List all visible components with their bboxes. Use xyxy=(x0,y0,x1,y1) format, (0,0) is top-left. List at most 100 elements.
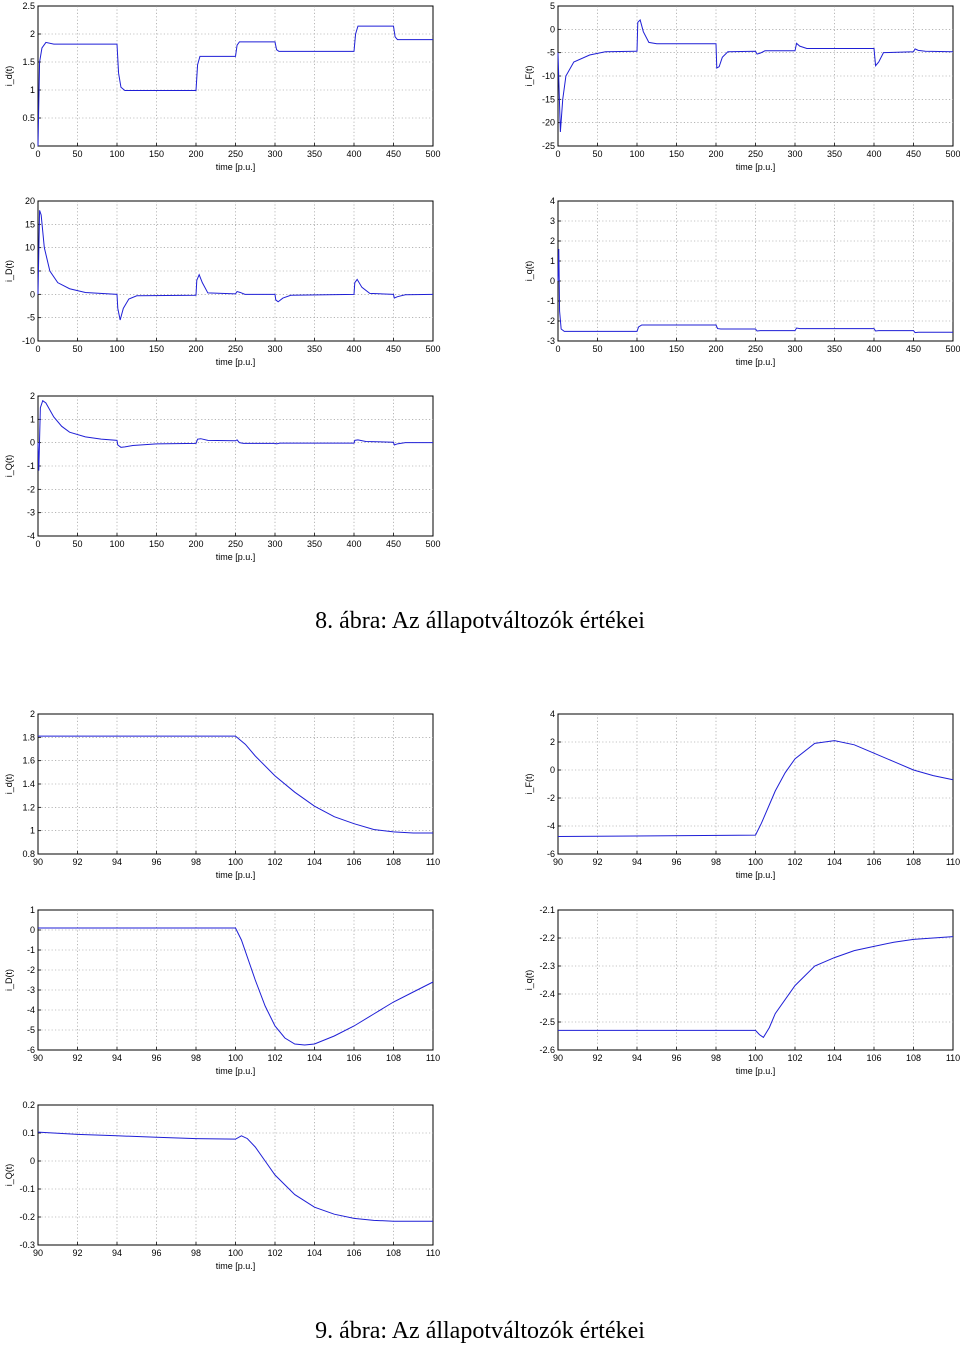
x-tick-label: 106 xyxy=(866,857,881,867)
x-tick-label: 500 xyxy=(425,344,440,354)
x-tick-label: 400 xyxy=(866,149,881,159)
y-tick-label: 1.5 xyxy=(22,57,35,67)
x-tick-label: 250 xyxy=(748,149,763,159)
chart-panel-6: 90 92 94 96 98 100 102 104 106 108 110 0.8 1 1.2 1.4 1.… xyxy=(0,708,440,888)
y-tick-label: -4 xyxy=(27,1005,35,1015)
x-tick-label: 200 xyxy=(708,149,723,159)
x-tick-label: 100 xyxy=(748,857,763,867)
x-tick-label: 100 xyxy=(109,539,124,549)
x-tick-label: 50 xyxy=(592,149,602,159)
y-tick-label: 5 xyxy=(30,266,35,276)
x-tick-label: 104 xyxy=(827,857,842,867)
x-axis-label: time [p.u.] xyxy=(216,1066,256,1076)
x-tick-label: 100 xyxy=(109,149,124,159)
x-tick-label: 102 xyxy=(787,857,802,867)
x-axis-label: time [p.u.] xyxy=(216,1261,256,1271)
x-tick-label: 106 xyxy=(346,1053,361,1063)
y-tick-label: 2 xyxy=(30,391,35,401)
y-tick-label: 0 xyxy=(30,289,35,299)
x-tick-label: 200 xyxy=(188,149,203,159)
y-axis-label: i_F(t) xyxy=(524,66,534,87)
y-tick-label: 0 xyxy=(30,1156,35,1166)
x-tick-label: 50 xyxy=(72,539,82,549)
x-axis-label: time [p.u.] xyxy=(216,162,256,172)
chart-panel-10: 90 92 94 96 98 100 102 104 106 108 110 -0.3 -0.2 -0.1… xyxy=(0,1099,440,1279)
y-tick-label: -10 xyxy=(542,71,555,81)
x-tick-label: 102 xyxy=(267,1053,282,1063)
x-tick-label: 108 xyxy=(386,1248,401,1258)
y-tick-label: 1.2 xyxy=(22,802,35,812)
y-tick-label: -4 xyxy=(547,821,555,831)
x-tick-label: 50 xyxy=(72,344,82,354)
y-tick-label: 0 xyxy=(30,438,35,448)
x-tick-label: 100 xyxy=(629,149,644,159)
y-tick-label: 5 xyxy=(550,1,555,11)
x-tick-label: 400 xyxy=(866,344,881,354)
x-tick-label: 0 xyxy=(35,344,40,354)
y-tick-label: 0 xyxy=(30,925,35,935)
x-tick-label: 110 xyxy=(946,1053,960,1063)
y-tick-label: -25 xyxy=(542,141,555,151)
x-tick-label: 300 xyxy=(267,149,282,159)
x-tick-label: 250 xyxy=(228,149,243,159)
x-axis-label: time [p.u.] xyxy=(216,870,256,880)
y-tick-label: -6 xyxy=(27,1045,35,1055)
y-tick-label: -2 xyxy=(547,316,555,326)
chart-svg: 90 92 94 96 98 100 102 104 106 108 110 0.8 1 1.2 1.4 1.… xyxy=(4,709,440,880)
y-tick-label: 2 xyxy=(30,29,35,39)
x-tick-label: 450 xyxy=(386,539,401,549)
chart-panel-7: 90 92 94 96 98 100 102 104 106 108 110 -6 -4 -2 0 2 4 tim… xyxy=(520,708,960,888)
x-tick-label: 0 xyxy=(35,539,40,549)
y-tick-label: -3 xyxy=(27,508,35,518)
y-tick-label: 2.5 xyxy=(22,1,35,11)
x-tick-label: 200 xyxy=(188,344,203,354)
x-tick-label: 90 xyxy=(33,1053,43,1063)
x-tick-label: 104 xyxy=(307,857,322,867)
y-tick-label: 15 xyxy=(25,219,35,229)
x-tick-label: 110 xyxy=(426,857,440,867)
x-tick-label: 500 xyxy=(425,539,440,549)
x-tick-label: 250 xyxy=(748,344,763,354)
x-tick-label: 96 xyxy=(151,1248,161,1258)
chart-svg: 0 50 100 150 200 250 300 350 400 450 500 -3 -2 -1 0 1 2 3… xyxy=(524,196,960,367)
y-tick-label: -1 xyxy=(27,945,35,955)
chart-svg: 0 50 100 150 200 250 300 350 400 450 500 0 0.5 1 1.5 2 2… xyxy=(4,1,441,172)
x-tick-label: 350 xyxy=(827,149,842,159)
x-tick-label: 96 xyxy=(671,1053,681,1063)
y-tick-label: -6 xyxy=(547,849,555,859)
x-tick-label: 90 xyxy=(553,1053,563,1063)
chart-panel-1: 0 50 100 150 200 250 300 350 400 450 500 0 0.5 1 1.5 2 2… xyxy=(0,0,441,180)
x-tick-label: 100 xyxy=(228,1248,243,1258)
y-tick-label: 1 xyxy=(30,85,35,95)
x-tick-label: 106 xyxy=(346,1248,361,1258)
x-tick-label: 92 xyxy=(592,1053,602,1063)
y-tick-label: 2 xyxy=(30,709,35,719)
y-tick-label: -2.3 xyxy=(539,961,555,971)
x-tick-label: 104 xyxy=(827,1053,842,1063)
x-tick-label: 98 xyxy=(711,857,721,867)
x-tick-label: 450 xyxy=(386,344,401,354)
x-tick-label: 100 xyxy=(228,857,243,867)
y-tick-label: 10 xyxy=(25,243,35,253)
y-tick-label: 3 xyxy=(550,216,555,226)
chart-panel-5: 0 50 100 150 200 250 300 350 400 450 500 -4 -3 -2 -1 0 1… xyxy=(0,390,441,570)
series-line xyxy=(557,740,954,837)
x-tick-label: 110 xyxy=(426,1053,440,1063)
y-axis-label: i_Q(t) xyxy=(4,1164,14,1187)
x-tick-label: 350 xyxy=(307,344,322,354)
x-tick-label: 98 xyxy=(191,1248,201,1258)
x-tick-label: 200 xyxy=(188,539,203,549)
y-tick-label: -2.5 xyxy=(539,1017,555,1027)
y-tick-label: -0.3 xyxy=(19,1240,35,1250)
x-tick-label: 92 xyxy=(72,1053,82,1063)
x-tick-label: 98 xyxy=(711,1053,721,1063)
y-tick-label: 0.8 xyxy=(22,849,35,859)
y-tick-label: -1 xyxy=(547,296,555,306)
y-tick-label: 0.2 xyxy=(22,1100,35,1110)
x-tick-label: 100 xyxy=(109,344,124,354)
x-axis-label: time [p.u.] xyxy=(736,870,776,880)
x-tick-label: 94 xyxy=(632,1053,642,1063)
y-tick-label: 0 xyxy=(550,276,555,286)
x-tick-label: 150 xyxy=(669,344,684,354)
x-tick-label: 102 xyxy=(787,1053,802,1063)
